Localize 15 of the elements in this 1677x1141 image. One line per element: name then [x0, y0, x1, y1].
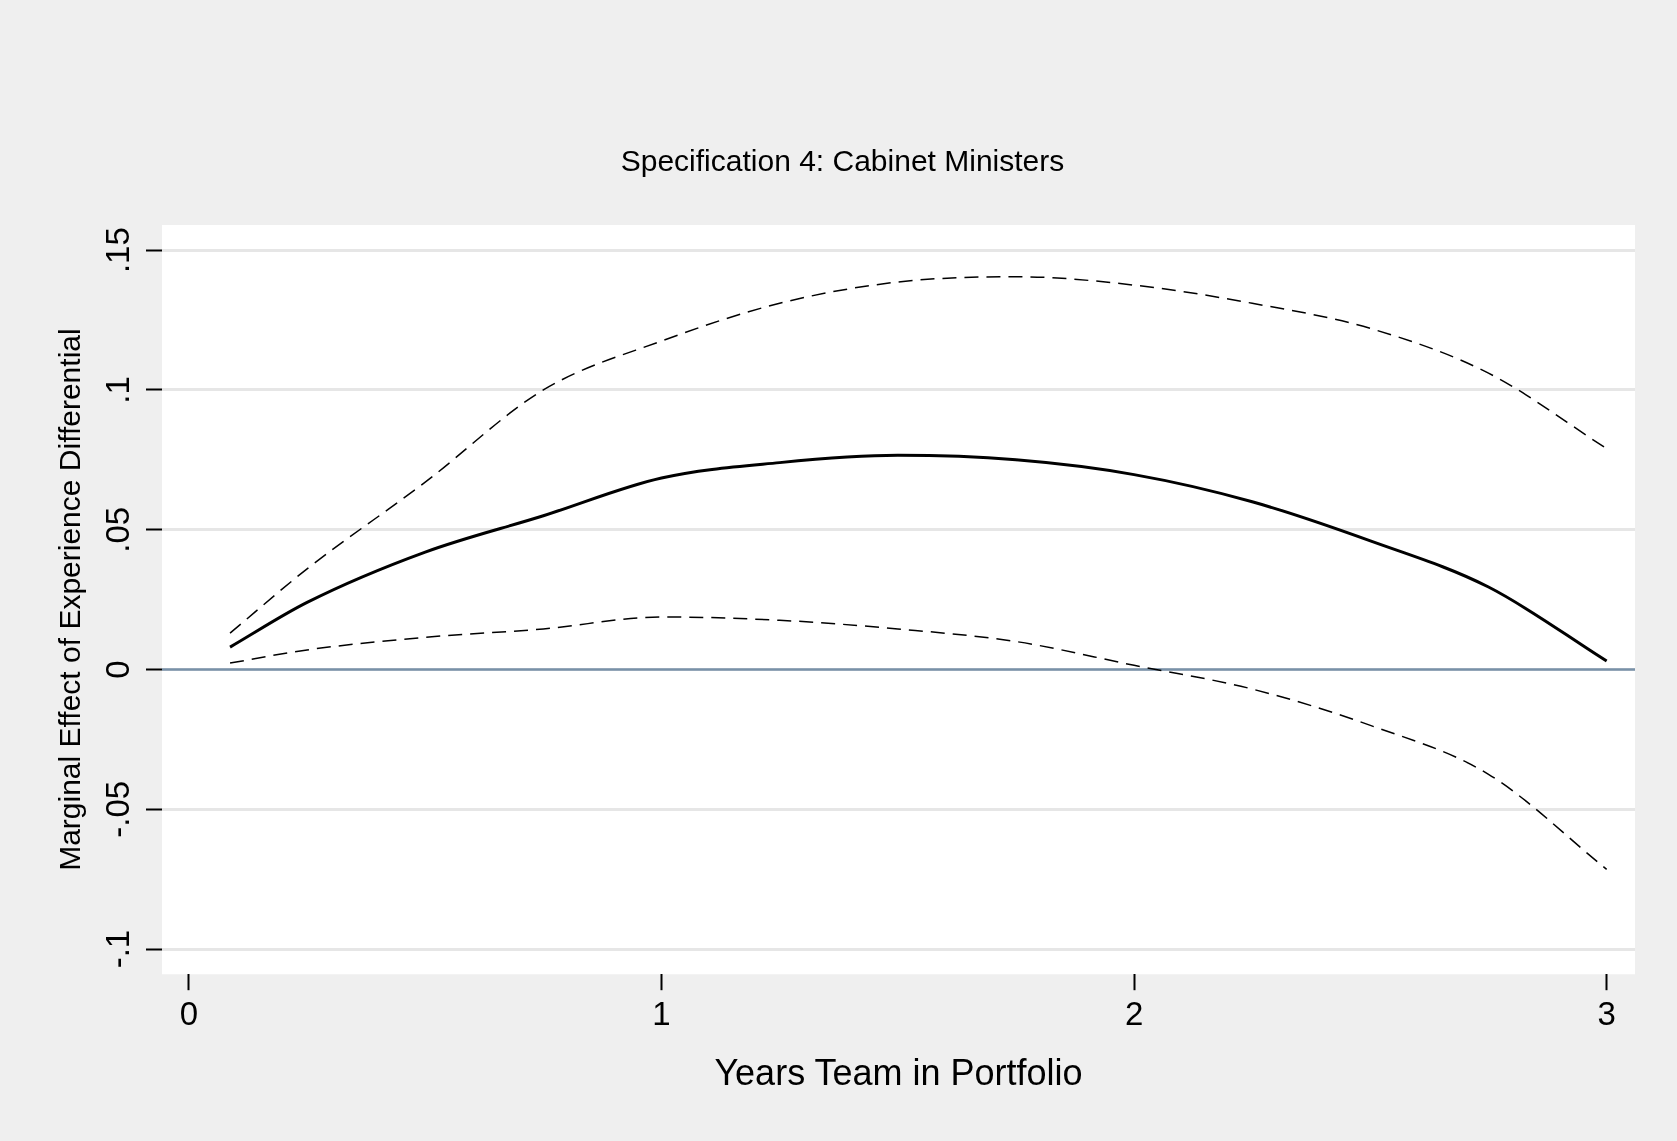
y-tick-label: .15 [99, 227, 137, 274]
x-tick-label: 2 [1124, 995, 1144, 1033]
x-tick-label: 3 [1597, 995, 1616, 1033]
chart-title: Specification 4: Cabinet Ministers [620, 144, 1065, 178]
y-tick-label: -.05 [99, 780, 137, 838]
y-tick-label: .05 [99, 506, 137, 553]
line-series [228, 453, 1609, 663]
x-tick-label: 1 [652, 995, 671, 1033]
y-tick-label: 0 [99, 660, 137, 679]
x-axis-title: Years Team in Portfolio [714, 1052, 1083, 1094]
y-axis-title: Marginal Effect of Experience Differential [53, 328, 87, 871]
y-tick-label: .1 [99, 376, 137, 404]
line-series [229, 616, 1608, 871]
x-tick-label: 0 [179, 995, 199, 1033]
y-tick-label: -.1 [99, 929, 137, 969]
